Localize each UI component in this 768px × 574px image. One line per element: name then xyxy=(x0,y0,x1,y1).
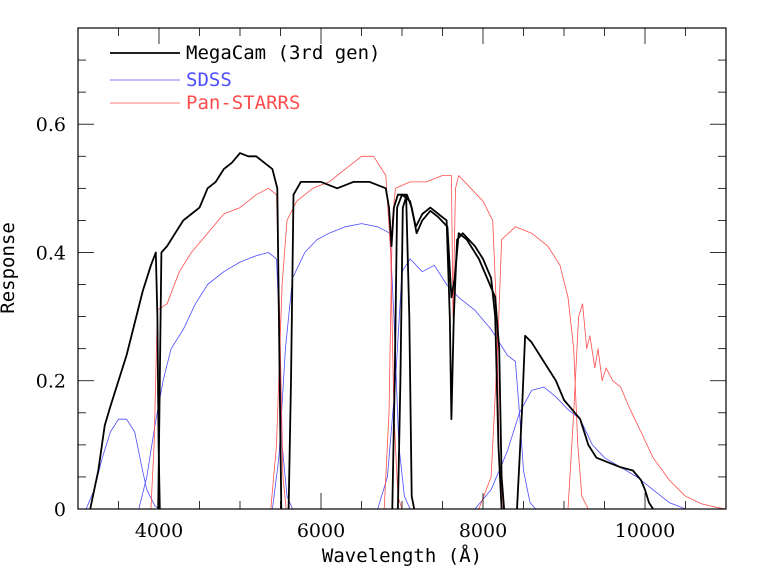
axis-ticks xyxy=(77,27,727,510)
curve-sdss-g xyxy=(138,252,293,510)
curve-megacam-3rd-gen-i2 xyxy=(397,193,505,510)
curve-sdss-z xyxy=(474,386,686,510)
curve-sdss-r xyxy=(272,223,411,510)
curve-megacam-3rd-gen-z xyxy=(516,334,654,510)
curve-megacam-3rd-gen-i xyxy=(391,193,503,510)
y-axis-label: Response xyxy=(0,222,19,314)
curve-sdss-u xyxy=(85,418,160,510)
curve-megacam-3rd-gen-g xyxy=(157,152,283,510)
curves xyxy=(85,152,727,510)
x-tick-label: 4000 xyxy=(135,520,183,542)
curve-megacam-3rd-gen-r xyxy=(287,181,416,510)
y-tick-label: 0.2 xyxy=(36,371,66,393)
curve-pan-starrs-r xyxy=(270,155,403,510)
x-tick-label: 10000 xyxy=(615,520,675,542)
legend-label-panstarrs: Pan-STARRS xyxy=(186,92,300,114)
y-tick-label: 0 xyxy=(54,499,66,521)
curve-pan-starrs-y xyxy=(567,303,727,510)
y-tick-label: 0.4 xyxy=(36,242,66,264)
legend: MegaCam (3rd gen) SDSS Pan-STARRS xyxy=(110,42,380,114)
x-tick-label: 6000 xyxy=(297,520,345,542)
x-tick-label: 8000 xyxy=(459,520,507,542)
legend-label-sdss: SDSS xyxy=(186,69,232,91)
tick-labels: 4000 6000 8000 10000 0 0.2 0.4 0.6 xyxy=(36,114,675,542)
y-tick-label: 0.6 xyxy=(36,114,66,136)
legend-label-megacam: MegaCam (3rd gen) xyxy=(186,42,380,64)
curve-megacam-3rd-gen-u xyxy=(89,251,161,510)
x-axis-label: Wavelength (Å) xyxy=(322,544,482,567)
curve-pan-starrs-z xyxy=(478,226,589,510)
